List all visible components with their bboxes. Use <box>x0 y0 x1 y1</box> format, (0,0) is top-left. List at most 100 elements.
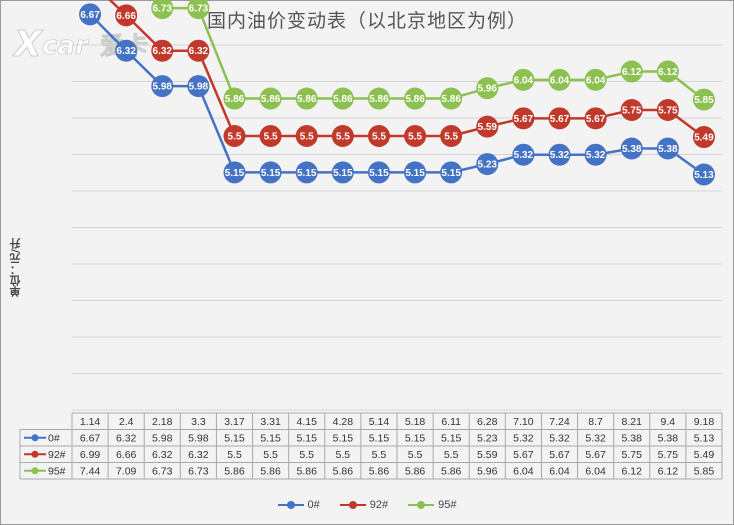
table-cell: 5.15 <box>405 433 426 445</box>
data-point <box>548 68 571 91</box>
table-cell: 5.86 <box>333 466 354 478</box>
data-point <box>331 87 354 110</box>
category-label: 4.28 <box>333 416 354 428</box>
data-label: 5.86 <box>297 94 317 105</box>
data-point <box>476 115 499 138</box>
table-legend-marker <box>31 434 39 442</box>
table-cell: 5.98 <box>152 433 173 445</box>
legend-swatch-95 <box>408 501 435 509</box>
table-cell: 5.15 <box>224 433 245 445</box>
data-point <box>367 87 390 110</box>
data-label: 5.96 <box>478 84 498 95</box>
data-point <box>656 99 679 121</box>
data-point <box>151 75 174 98</box>
table-cell: 5.86 <box>224 466 245 478</box>
data-point <box>367 161 390 184</box>
data-label: 5.5 <box>300 132 314 143</box>
data-point <box>115 4 138 27</box>
series-line-0# <box>89 13 705 176</box>
data-label: 5.13 <box>694 170 714 181</box>
data-label: 5.75 <box>658 106 678 117</box>
data-point <box>295 161 318 184</box>
legend-label-95: 95# <box>438 499 457 511</box>
table-cell: 5.86 <box>297 466 318 478</box>
data-point <box>151 0 174 20</box>
data-label: 5.86 <box>225 94 245 105</box>
data-label: 5.5 <box>264 132 278 143</box>
table-cell: 5.15 <box>441 433 462 445</box>
data-point <box>620 99 643 121</box>
table-cell: 5.67 <box>549 449 570 461</box>
data-label: 5.86 <box>261 94 281 105</box>
table-legend-marker <box>31 467 39 475</box>
data-label: 5.5 <box>336 132 350 143</box>
data-point <box>692 126 715 149</box>
table-cell: 5.86 <box>260 466 281 478</box>
category-label: 2.4 <box>119 416 134 428</box>
data-label: 5.15 <box>333 168 353 179</box>
category-label: 6.28 <box>477 416 498 428</box>
table-cell: 5.59 <box>477 449 498 461</box>
table-cell: 5.86 <box>441 466 462 478</box>
table-cell: 5.75 <box>658 449 679 461</box>
table-cell: 6.04 <box>513 466 534 478</box>
data-point <box>259 161 282 184</box>
data-label: 5.5 <box>372 132 386 143</box>
data-point <box>548 143 571 166</box>
table-cell: 5.38 <box>622 433 643 445</box>
table-cell: 5.67 <box>585 449 606 461</box>
table-series-name: 95# <box>48 466 66 478</box>
table-cell: 5.32 <box>549 433 570 445</box>
data-point <box>187 39 210 62</box>
table-cell: 5.96 <box>477 466 498 478</box>
table-cell: 6.32 <box>188 449 209 461</box>
data-point <box>584 107 607 130</box>
data-point <box>79 3 102 26</box>
chart-title: 国内油价变动表（以北京地区为例） <box>206 10 527 32</box>
data-point <box>404 161 427 184</box>
table-legend-marker <box>31 450 39 458</box>
data-point <box>656 137 679 160</box>
data-label: 5.23 <box>478 160 498 171</box>
data-label: 6.04 <box>550 75 570 86</box>
table-cell: 5.32 <box>585 433 606 445</box>
table-cell: 5.5 <box>444 449 459 461</box>
data-label: 6.04 <box>514 75 534 86</box>
data-label: 6.66 <box>116 11 136 22</box>
table-cell: 6.67 <box>80 433 101 445</box>
data-point <box>331 125 354 147</box>
category-label: 7.10 <box>513 416 534 428</box>
data-point <box>692 163 715 186</box>
data-label: 5.15 <box>225 168 245 179</box>
table-cell: 5.15 <box>297 433 318 445</box>
table-series-name: 0# <box>48 433 60 445</box>
data-point <box>404 87 427 110</box>
table-cell: 5.38 <box>658 433 679 445</box>
table-cell: 6.73 <box>152 466 173 478</box>
data-label: 5.15 <box>369 168 389 179</box>
data-point <box>187 0 210 20</box>
table-cell: 6.73 <box>188 466 209 478</box>
data-label: 5.38 <box>658 144 678 155</box>
table-cell: 5.13 <box>694 433 715 445</box>
data-label: 6.32 <box>189 46 209 57</box>
category-label: 3.3 <box>191 416 206 428</box>
data-point <box>404 125 427 147</box>
series-line-92# <box>108 0 705 139</box>
table-cell: 6.32 <box>152 449 173 461</box>
data-label: 6.73 <box>189 4 209 15</box>
data-point <box>259 125 282 147</box>
data-label: 5.67 <box>586 114 606 125</box>
table-cell: 5.5 <box>408 449 423 461</box>
table-cell: 6.12 <box>622 466 643 478</box>
table-series-name: 92# <box>48 449 66 461</box>
legend-item-0: 0# <box>277 499 320 511</box>
data-point <box>476 77 499 100</box>
data-point <box>223 87 246 110</box>
category-label: 8.21 <box>622 416 643 428</box>
category-label: 5.14 <box>369 416 390 428</box>
data-point <box>548 107 571 130</box>
data-point <box>259 87 282 110</box>
table-cell: 5.15 <box>260 433 281 445</box>
table-cell: 6.04 <box>549 466 570 478</box>
